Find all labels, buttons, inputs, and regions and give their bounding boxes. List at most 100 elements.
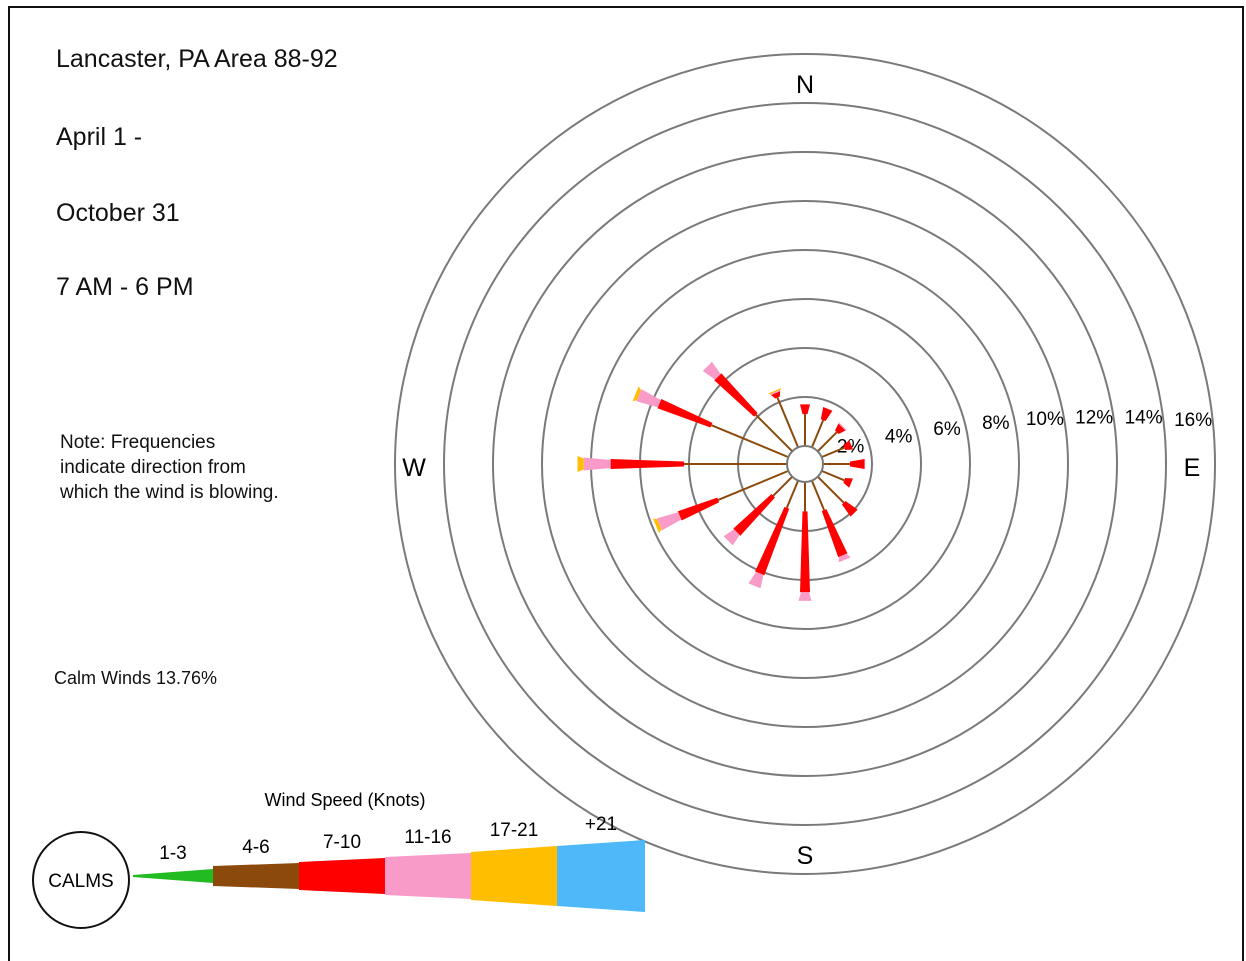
petal-WNW-4-6 bbox=[711, 424, 789, 459]
calm-winds-label: Calm Winds 13.76% bbox=[54, 668, 218, 688]
petal-N-7-10 bbox=[800, 404, 810, 415]
petal-ENE-7-10 bbox=[843, 440, 853, 451]
petal-SE-7-10 bbox=[841, 500, 858, 517]
petal-SSW bbox=[748, 480, 800, 589]
petal-SSE-11-16 bbox=[838, 553, 851, 563]
petal-ESE-4-6 bbox=[821, 469, 845, 482]
petal-W bbox=[577, 456, 787, 472]
compass-north: N bbox=[796, 71, 814, 99]
ring-label-10: 10% bbox=[1026, 409, 1064, 430]
petal-SE-4-6 bbox=[817, 476, 845, 504]
petal-ESE bbox=[821, 469, 853, 488]
ring-16pct bbox=[394, 53, 1216, 875]
ring-label-12: 12% bbox=[1075, 407, 1113, 428]
petal-E-7-10 bbox=[849, 459, 865, 469]
legend-label-+21: +21 bbox=[585, 814, 617, 835]
petal-ESE-7-10 bbox=[843, 477, 853, 488]
ring-14pct bbox=[443, 102, 1167, 826]
petal-S bbox=[798, 482, 812, 601]
wind-speed-legend: Wind Speed (Knots) CALMS 1-3 4-6 7-10 11-16… bbox=[32, 790, 645, 929]
legend-title: Wind Speed (Knots) bbox=[264, 790, 425, 810]
petal-S-7-10 bbox=[800, 511, 810, 593]
petal-WNW-7-10 bbox=[657, 399, 713, 428]
legend-label-17-21: 17-21 bbox=[490, 820, 539, 841]
petal-E-4-6 bbox=[823, 463, 850, 465]
petal-NW-4-6 bbox=[755, 414, 793, 452]
petal-S-11-16 bbox=[798, 592, 812, 601]
chart-title: Lancaster, PA Area 88-92 bbox=[56, 45, 338, 73]
ring-label-8: 8% bbox=[982, 413, 1010, 434]
petal-NNW-11-16 bbox=[769, 389, 782, 395]
petal-SSE-7-10 bbox=[821, 509, 848, 558]
petal-NW-7-10 bbox=[714, 373, 758, 417]
petal-W-4-6 bbox=[684, 463, 787, 465]
petal-NE-7-10 bbox=[835, 423, 846, 434]
legend-label-11-16: 11-16 bbox=[404, 827, 451, 848]
petal-NE-4-6 bbox=[817, 431, 838, 452]
legend-key-1-3 bbox=[133, 869, 213, 883]
legend-key-+21 bbox=[557, 840, 645, 912]
petal-WNW-17-21 bbox=[632, 386, 642, 402]
legend-label-7-10: 7-10 bbox=[323, 832, 361, 853]
legend-label-1-3: 1-3 bbox=[159, 843, 186, 864]
calm-center-circle bbox=[786, 445, 824, 483]
petal-W-11-16 bbox=[583, 457, 611, 471]
legend-label-4-6: 4-6 bbox=[242, 837, 269, 858]
petal-WNW bbox=[632, 386, 789, 459]
petal-WSW-4-6 bbox=[717, 469, 789, 501]
petal-WSW-17-21 bbox=[652, 518, 662, 534]
petal-SW-11-16 bbox=[723, 529, 740, 546]
legend-key-17-21 bbox=[471, 846, 557, 906]
petal-N-4-6 bbox=[804, 414, 806, 446]
petal-S-4-6 bbox=[804, 482, 806, 512]
compass-east: E bbox=[1184, 454, 1201, 482]
petal-NW-11-16 bbox=[702, 361, 721, 380]
petal-NNW bbox=[767, 387, 800, 448]
petal-NNW-7-10 bbox=[770, 391, 781, 399]
legend-key-7-10 bbox=[299, 858, 385, 894]
petal-W-7-10 bbox=[610, 459, 685, 469]
petal-SW bbox=[723, 476, 793, 546]
petal-NNE-4-6 bbox=[810, 419, 825, 448]
ring-label-4: 4% bbox=[885, 427, 913, 448]
petal-SSE-4-6 bbox=[810, 480, 826, 511]
petal-SSW-7-10 bbox=[755, 506, 790, 576]
legend-calms-circle bbox=[32, 831, 130, 929]
direction-note: Note: Frequencies indicate direction fro… bbox=[60, 432, 279, 503]
ring-10pct bbox=[541, 200, 1069, 728]
time-range: 7 AM - 6 PM bbox=[56, 273, 194, 301]
petal-ENE-4-6 bbox=[821, 446, 845, 459]
petal-WSW-7-10 bbox=[677, 497, 720, 521]
petal-WNW-11-16 bbox=[636, 389, 661, 408]
petal-E bbox=[823, 459, 865, 469]
petal-WSW-11-16 bbox=[656, 512, 682, 531]
ring-label-14: 14% bbox=[1125, 408, 1163, 429]
legend-key-4-6 bbox=[213, 863, 299, 889]
petal-SSW-4-6 bbox=[785, 480, 800, 509]
petal-SE bbox=[817, 476, 858, 517]
ring-12pct bbox=[492, 151, 1118, 777]
petal-SSW-11-16 bbox=[748, 571, 764, 589]
date-range-end: October 31 bbox=[56, 199, 180, 227]
petal-W-17-21 bbox=[577, 456, 584, 472]
ring-label-16: 16% bbox=[1174, 410, 1212, 431]
petal-NNE bbox=[810, 406, 833, 448]
compass-south: S bbox=[797, 842, 814, 870]
legend-key-11-16 bbox=[385, 853, 471, 899]
petal-SW-4-6 bbox=[772, 476, 793, 497]
petal-NNW-17-21 bbox=[767, 387, 783, 395]
petal-NNW-4-6 bbox=[776, 397, 800, 448]
direction-petals bbox=[577, 361, 865, 601]
petal-WSW bbox=[652, 469, 789, 534]
date-range-start: April 1 - bbox=[56, 123, 143, 151]
compass-west: W bbox=[402, 454, 426, 482]
petal-SW-7-10 bbox=[733, 494, 775, 536]
petal-ENE bbox=[821, 440, 853, 459]
chart-frame bbox=[8, 6, 1244, 961]
petal-N bbox=[800, 404, 810, 446]
ring-label-6: 6% bbox=[933, 419, 961, 440]
legend-calms-label: CALMS bbox=[48, 871, 113, 892]
petal-NNE-7-10 bbox=[820, 406, 833, 422]
ring-labels: 2%4%6%8%10%12%14%16% bbox=[837, 407, 1212, 457]
